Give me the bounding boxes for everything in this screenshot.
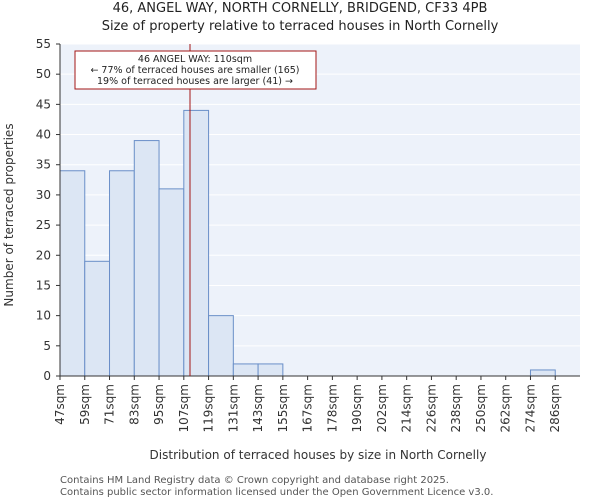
y-tick-label-55: 55 — [36, 37, 51, 51]
bar-274sqm — [529, 369, 556, 377]
bars — [59, 109, 556, 377]
x-tick-label-59sqm: 59sqm — [78, 384, 92, 425]
x-tick-label-167sqm: 167sqm — [301, 384, 315, 432]
bar-83sqm — [133, 140, 160, 377]
x-tick-label-178sqm: 178sqm — [325, 384, 339, 432]
x-tick-label-226sqm: 226sqm — [424, 384, 438, 432]
annotation-border — [74, 50, 317, 90]
x-tick-label-214sqm: 214sqm — [400, 384, 414, 432]
x-tick-label-190sqm: 190sqm — [350, 384, 364, 432]
bar-47sqm — [59, 170, 86, 377]
y-tick-label-35: 35 — [36, 158, 51, 172]
x-tick-label-143sqm: 143sqm — [251, 384, 265, 432]
x-tick-label-238sqm: 238sqm — [449, 384, 463, 432]
x-tick-label-250sqm: 250sqm — [474, 384, 488, 432]
y-tick-label-45: 45 — [36, 97, 51, 111]
chart-title-line1: 46, ANGEL WAY, NORTH CORNELLY, BRIDGEND,… — [113, 1, 488, 16]
x-tick-label-202sqm: 202sqm — [375, 384, 389, 432]
x-tick-label-107sqm: 107sqm — [177, 384, 191, 432]
y-tick-label-25: 25 — [36, 218, 51, 232]
annotation-line2: ← 77% of terraced houses are smaller (16… — [90, 65, 299, 76]
bar-59sqm — [84, 260, 111, 377]
x-tick-label-83sqm: 83sqm — [127, 384, 141, 425]
x-tick-label-119sqm: 119sqm — [202, 384, 216, 432]
y-tick-label-30: 30 — [36, 188, 51, 202]
annotation-line3: 19% of terraced houses are larger (41) → — [97, 76, 293, 87]
y-tick-label-20: 20 — [36, 248, 51, 262]
x-tick-label-95sqm: 95sqm — [152, 384, 166, 425]
bar-71sqm — [109, 170, 135, 377]
bar-119sqm — [208, 315, 234, 377]
x-tick-label-71sqm: 71sqm — [103, 384, 117, 425]
y-axis-label: Number of terraced properties — [2, 123, 16, 306]
y-tick-label-5: 5 — [43, 339, 51, 353]
x-tick-label-274sqm: 274sqm — [523, 384, 537, 432]
x-ticks: 47sqm 59sqm 71sqm 83sqm 95sqm 107sqm 119sqm 131… — [53, 376, 562, 432]
bar-131sqm — [232, 363, 259, 377]
bar-107sqm — [183, 109, 210, 377]
x-tick-label-286sqm: 286sqm — [548, 384, 562, 432]
x-tick-label-262sqm: 262sqm — [499, 384, 513, 432]
x-tick-label-131sqm: 131sqm — [226, 384, 240, 432]
y-tick-label-40: 40 — [36, 128, 51, 142]
chart-title-line2: Size of property relative to terraced ho… — [102, 19, 499, 34]
bar-143sqm — [257, 363, 284, 377]
y-tick-label-15: 15 — [36, 278, 51, 292]
footer-line2: Contains public sector information licen… — [60, 487, 493, 498]
y-tick-label-50: 50 — [36, 67, 51, 81]
y-tick-label-10: 10 — [36, 309, 51, 323]
footer-line1: Contains HM Land Registry data © Crown c… — [60, 475, 449, 486]
x-tick-label-47sqm: 47sqm — [53, 384, 67, 425]
y-tick-label-0: 0 — [43, 369, 51, 383]
annotation-line1: 46 ANGEL WAY: 110sqm — [138, 54, 252, 65]
x-tick-label-155sqm: 155sqm — [276, 384, 290, 432]
annotation-box: 46 ANGEL WAY: 110sqm ← 77% of terraced h… — [74, 50, 317, 90]
x-axis-label: Distribution of terraced houses by size … — [150, 448, 487, 462]
bar-95sqm — [158, 188, 185, 377]
y-ticks: 0 5 10 15 20 25 30 35 40 45 50 55 — [36, 37, 60, 383]
